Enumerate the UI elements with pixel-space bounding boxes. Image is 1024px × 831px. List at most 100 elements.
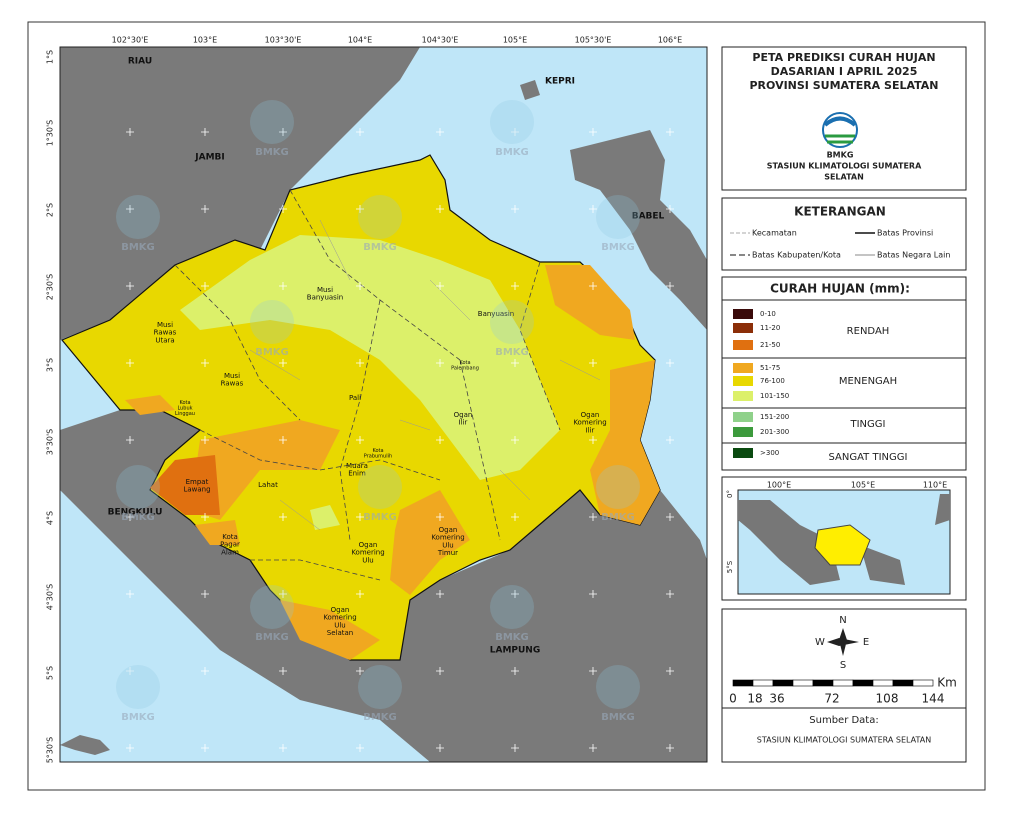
- graticule-cross: [279, 590, 287, 598]
- graticule-cross: [279, 128, 287, 136]
- keterangan-title: KETERANGAN: [794, 205, 886, 219]
- graticule-cross: [126, 282, 134, 290]
- graticule-cross: [589, 436, 597, 444]
- inset-province: [814, 524, 871, 566]
- legend-class: 21-50: [760, 341, 780, 349]
- graticule-cross: [511, 590, 519, 598]
- district-label: Musi Banyuasin: [307, 286, 343, 302]
- graticule-cross: [666, 590, 674, 598]
- district-label: Lahat: [258, 481, 278, 489]
- legend-swatch: [733, 391, 753, 401]
- graticule-cross: [511, 513, 519, 521]
- legend-class: 151-200: [760, 413, 789, 421]
- legend-swatch: [733, 412, 753, 422]
- watermark: BMKG: [121, 242, 155, 253]
- outer-frame: [27, 21, 986, 791]
- scale-segment: [752, 679, 774, 687]
- north-label: N: [839, 615, 846, 626]
- legend-swatch: [733, 323, 753, 333]
- graticule-cross: [511, 744, 519, 752]
- graticule-cross: [356, 590, 364, 598]
- watermark-logo: [596, 665, 640, 709]
- scale-segment: [792, 679, 814, 687]
- watermark-logo: [358, 665, 402, 709]
- watermark-logo: [596, 465, 640, 509]
- graticule-cross: [589, 359, 597, 367]
- graticule-cross: [666, 282, 674, 290]
- legend-swatch: [733, 427, 753, 437]
- graticule-cross: [201, 590, 209, 598]
- lat-label: 2°30'S: [46, 274, 55, 301]
- legend-swatch: [733, 340, 753, 350]
- graticule-cross: [126, 205, 134, 213]
- legend-class: 0-10: [760, 310, 776, 318]
- lat-label: 3°30'S: [46, 429, 55, 456]
- legend-class: 11-20: [760, 324, 780, 332]
- station-name: STASIUN KLIMATOLOGI SUMATERA: [767, 162, 922, 171]
- map-title: DASARIAN I APRIL 2025: [771, 65, 918, 78]
- legend-group: SANGAT TINGGI: [829, 452, 908, 463]
- graticule-cross: [436, 744, 444, 752]
- legend-swatch: [733, 376, 753, 386]
- rainfall-zone: [125, 395, 175, 415]
- graticule-cross: [279, 744, 287, 752]
- scale-label: 144: [922, 692, 945, 706]
- graticule-cross: [201, 128, 209, 136]
- graticule-cross: [436, 513, 444, 521]
- scale-segment: [872, 679, 894, 687]
- district-label: Ogan Komering Ulu: [351, 541, 384, 564]
- logo-lines: [825, 134, 855, 144]
- lat-label: 4°30'S: [46, 584, 55, 611]
- inset-lon: 100°E: [767, 481, 791, 490]
- scale-segment: [852, 679, 874, 687]
- keterangan-item: Kecamatan: [752, 229, 797, 238]
- map-frame: [59, 46, 708, 763]
- graticule-cross: [201, 436, 209, 444]
- graticule-cross: [126, 744, 134, 752]
- district-label: Ogan Ilir: [454, 411, 473, 427]
- district-label: Musi Rawas Utara: [154, 321, 177, 344]
- graticule-cross: [356, 128, 364, 136]
- graticule-cross: [356, 205, 364, 213]
- region-label: BENGKULU: [108, 508, 163, 518]
- graticule-cross: [511, 205, 519, 213]
- rainfall-zone: [310, 505, 340, 530]
- graticule-cross: [666, 667, 674, 675]
- watermark-logo: [596, 195, 640, 239]
- west-label: W: [815, 637, 825, 648]
- lon-label: 105°E: [503, 36, 527, 45]
- graticule-cross: [279, 359, 287, 367]
- inset-lon: 110°E: [923, 481, 947, 490]
- watermark-logo: [116, 465, 160, 509]
- source-title: Sumber Data:: [809, 715, 878, 726]
- scale-segment: [812, 679, 834, 687]
- graticule-cross: [126, 590, 134, 598]
- region-label: JAMBI: [194, 153, 224, 163]
- region-label: LAMPUNG: [490, 646, 540, 656]
- lat-label: 4°S: [46, 511, 55, 525]
- district-label: Kota Prabumulih: [364, 448, 392, 460]
- graticule-cross: [201, 359, 209, 367]
- watermark-logo: [116, 195, 160, 239]
- lat-label: 5°S: [46, 666, 55, 680]
- district-label: Kota Pagar Alam: [220, 533, 240, 556]
- scale-label: 18: [747, 692, 762, 706]
- watermark: BMKG: [121, 712, 155, 723]
- graticule-cross: [201, 744, 209, 752]
- lon-label: 104°30'E: [422, 36, 459, 45]
- district-label: Ogan Komering Ilir: [573, 411, 606, 434]
- graticule-cross: [511, 436, 519, 444]
- graticule-cross: [436, 205, 444, 213]
- scale-label: 0: [729, 692, 737, 706]
- scale-segment: [832, 679, 854, 687]
- region-label: KEPRI: [545, 77, 575, 87]
- logo-text: BMKG: [827, 151, 854, 160]
- graticule-cross: [589, 513, 597, 521]
- watermark: BMKG: [255, 347, 289, 358]
- graticule-cross: [126, 128, 134, 136]
- graticule-cross: [279, 667, 287, 675]
- graticule-cross: [356, 282, 364, 290]
- graticule-cross: [511, 128, 519, 136]
- watermark: BMKG: [495, 632, 529, 643]
